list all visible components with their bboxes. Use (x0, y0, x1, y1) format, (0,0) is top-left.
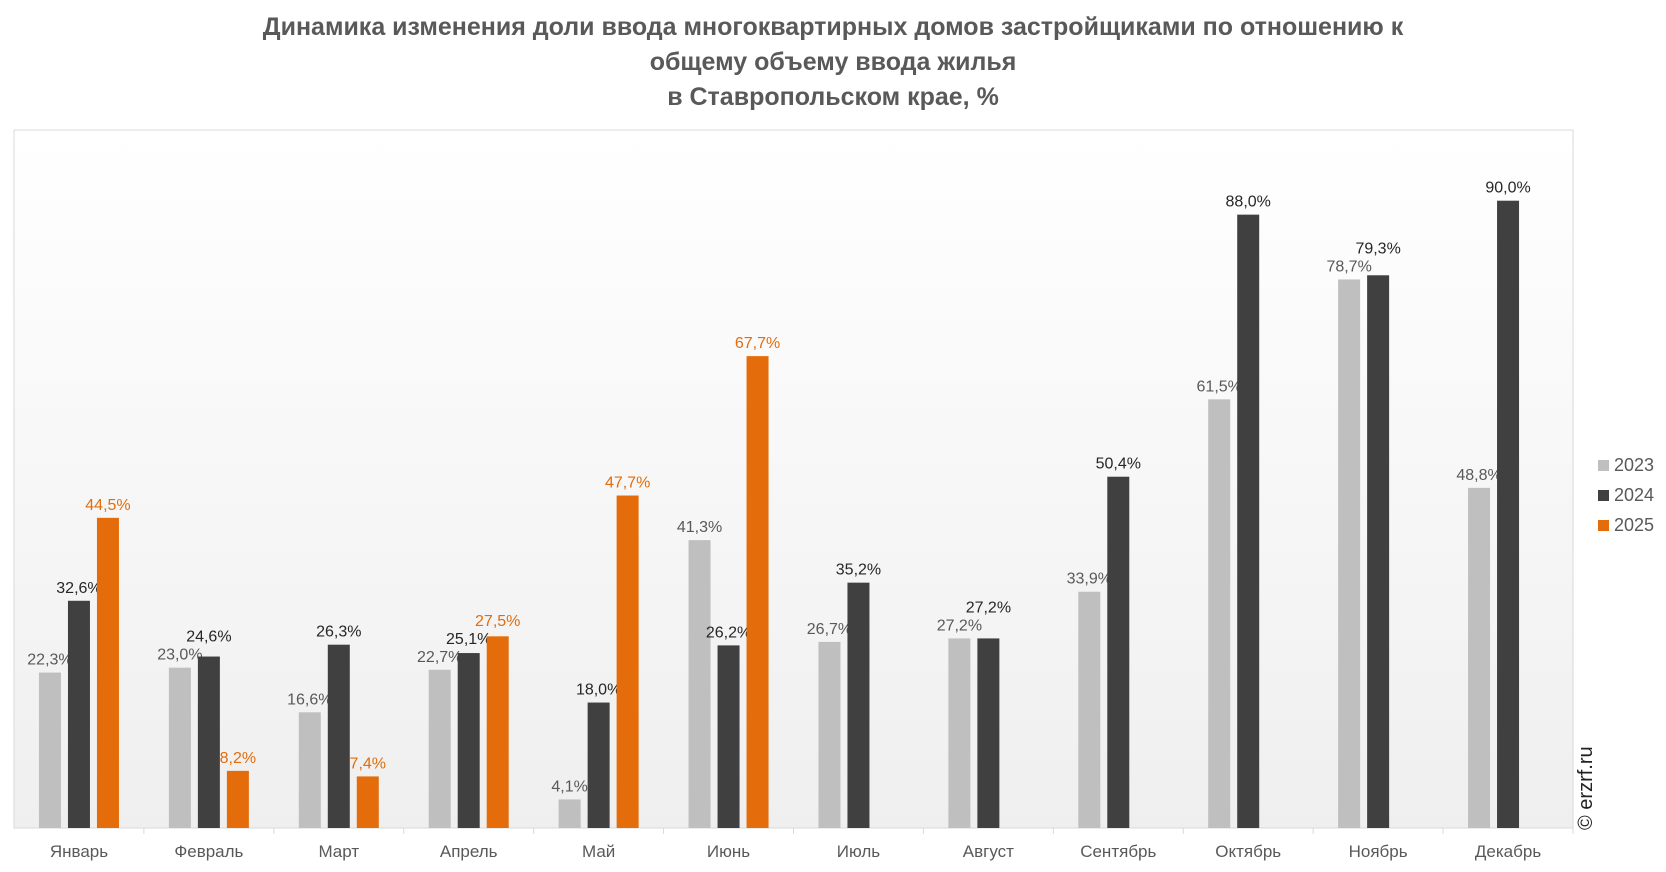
data-label-2023: 23,0% (157, 647, 202, 664)
bar-2025 (96, 517, 119, 828)
data-label-2023: 16,6% (287, 691, 332, 708)
bar-2024 (1237, 214, 1260, 828)
data-label-2023: 48,8% (1456, 467, 1501, 484)
data-label-2024: 50,4% (1096, 456, 1141, 473)
bar-2023 (688, 540, 711, 828)
bar-2024 (977, 638, 1000, 828)
chart-title-line-3: в Ставропольском крае, % (667, 83, 999, 111)
legend-swatch (1598, 460, 1609, 471)
bar-2023 (168, 667, 191, 828)
x-tick-label: Август (963, 842, 1014, 861)
legend-label: 2025 (1614, 515, 1655, 535)
x-tick-label: Октябрь (1215, 842, 1281, 861)
bar-2023 (818, 641, 841, 828)
x-tick-label: Июнь (707, 842, 750, 861)
data-label-2023: 33,9% (1067, 571, 1112, 588)
x-tick-label: Январь (50, 842, 108, 861)
legend-item-2025: 2025 (1598, 515, 1654, 536)
x-tick-label: Сентябрь (1080, 842, 1156, 861)
bar-2024 (327, 644, 350, 828)
x-tick-label: Март (318, 842, 359, 861)
data-label-2025: 47,7% (605, 475, 650, 492)
bar-2025 (356, 776, 379, 828)
x-tick-label: Февраль (174, 842, 243, 861)
data-label-2025: 27,5% (475, 613, 520, 630)
bar-2023 (298, 712, 321, 828)
data-label-2024: 25,1% (446, 631, 491, 648)
data-label-2024: 79,3% (1355, 240, 1400, 257)
bar-2024 (1107, 476, 1130, 828)
bar-2023 (948, 638, 971, 828)
bar-2023 (1078, 591, 1101, 828)
bar-2025 (616, 495, 639, 828)
bar-2023 (558, 799, 581, 828)
chart-title-line-1: Динамика изменения доли ввода многокварт… (262, 13, 1404, 41)
x-tick-label: Май (582, 842, 615, 861)
chart-title-line-2: общему объему ввода жилья (649, 48, 1017, 76)
bar-2024 (847, 582, 870, 828)
data-label-2024: 35,2% (836, 562, 881, 579)
bar-2024 (587, 702, 610, 828)
bar-2025 (746, 356, 769, 828)
data-label-2023: 78,7% (1326, 258, 1371, 275)
bar-2024 (457, 653, 480, 828)
bar-2023 (1468, 487, 1491, 828)
data-label-2025: 7,4% (350, 755, 386, 772)
bar-2023 (1338, 279, 1361, 828)
bar-2024 (717, 645, 740, 828)
legend-item-2024: 2024 (1598, 485, 1654, 506)
legend-label: 2024 (1614, 485, 1655, 505)
data-label-2024: 26,3% (316, 624, 361, 641)
x-tick-label: Апрель (440, 842, 498, 861)
bar-2025 (226, 770, 249, 828)
data-label-2025: 8,2% (220, 750, 256, 767)
x-tick-label: Декабрь (1475, 842, 1541, 861)
bar-2024 (1367, 275, 1390, 828)
data-label-2024: 90,0% (1485, 180, 1530, 197)
plot-area (13, 129, 1574, 829)
data-label-2025: 44,5% (85, 497, 130, 514)
data-label-2023: 22,3% (27, 652, 72, 669)
bar-2024 (67, 600, 90, 828)
data-label-2023: 22,7% (417, 649, 462, 666)
data-label-2023: 61,5% (1197, 378, 1242, 395)
bar-2024 (197, 656, 220, 828)
bar-2023 (38, 672, 61, 828)
data-label-2023: 26,7% (807, 621, 852, 638)
watermark: © erzrf.ru (1575, 746, 1597, 830)
legend-swatch (1598, 520, 1609, 531)
legend-item-2023: 2023 (1598, 455, 1654, 476)
data-label-2024: 26,2% (706, 624, 751, 641)
data-label-2025: 67,7% (735, 335, 780, 352)
legend-label: 2023 (1614, 455, 1655, 475)
data-label-2024: 24,6% (186, 629, 231, 646)
data-label-2024: 88,0% (1226, 194, 1271, 211)
x-tick-label: Июль (837, 842, 881, 861)
bar-2023 (428, 669, 451, 828)
data-label-2024: 18,0% (576, 682, 621, 699)
bar-2025 (486, 636, 509, 828)
legend-swatch (1598, 490, 1609, 501)
data-label-2023: 4,1% (551, 778, 587, 795)
data-label-2023: 27,2% (937, 617, 982, 634)
x-tick-label: Ноябрь (1349, 842, 1408, 861)
data-label-2024: 32,6% (56, 580, 101, 597)
data-label-2024: 27,2% (966, 599, 1011, 616)
bar-2024 (1497, 200, 1520, 828)
data-label-2023: 41,3% (677, 519, 722, 536)
bar-2023 (1208, 399, 1231, 828)
